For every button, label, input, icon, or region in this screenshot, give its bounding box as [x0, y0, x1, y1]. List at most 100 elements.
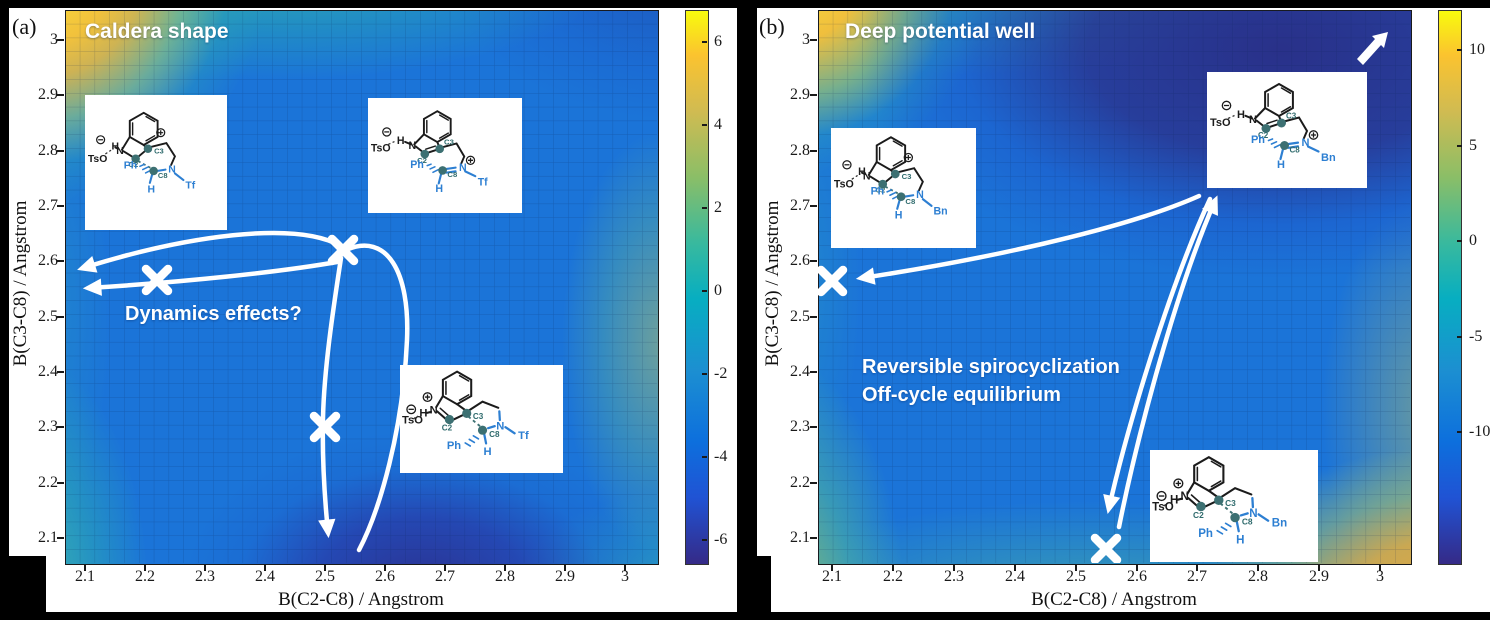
colorbar-a: [685, 10, 709, 565]
atom-label-c2: C2: [417, 156, 427, 165]
atom-label-ph: Ph: [447, 440, 461, 452]
atom-label-ph: Ph: [871, 185, 885, 197]
y-tick-label: 2.3: [38, 418, 58, 435]
plus-charge-icon: [465, 155, 476, 165]
frame-strip-middle: [737, 0, 757, 620]
tick-mark: [204, 564, 206, 571]
atom-label-c8: C8: [447, 170, 458, 179]
plus-charge-icon: [1308, 130, 1319, 140]
atom-label-c8: C8: [1290, 146, 1301, 155]
pyrrolidine-bonds: [1216, 496, 1270, 535]
panel-a-label: (a): [12, 14, 37, 39]
colorbar-tick-label: 6: [714, 33, 722, 50]
hydrogen-bond-dashed: [1163, 502, 1169, 507]
x-tick-label: 2.5: [1066, 568, 1086, 585]
pyrrolidine-bonds: [464, 410, 516, 447]
tick-mark: [144, 564, 146, 571]
ring-bonds: [1244, 107, 1309, 139]
tick-mark: [1457, 240, 1462, 242]
iminium-bonds: [426, 163, 477, 185]
atom-label-h8: H: [435, 183, 443, 195]
tick-mark: [831, 564, 833, 571]
tick-mark: [1136, 564, 1138, 571]
stationary-point-marker: [818, 265, 848, 297]
atom-label-substituent: Bn: [1321, 152, 1336, 164]
atom-label-h8: H: [895, 209, 903, 221]
benzene-ring: [1193, 455, 1225, 492]
x-tick-label: 2.1: [822, 568, 842, 585]
stationary-point-markers-b: [818, 265, 1122, 563]
atom-label-c2: C2: [1258, 131, 1269, 140]
colorbar-tick-label: 0: [714, 282, 722, 299]
tick-mark: [57, 537, 64, 539]
tick-mark: [1257, 564, 1259, 571]
c3-atom-dot: [890, 169, 900, 179]
y-tick-label: 2.3: [790, 418, 810, 435]
ring-bonds: [860, 160, 924, 192]
atom-label-ph: Ph: [124, 161, 137, 172]
atom-label-amine-n: N: [1249, 508, 1257, 520]
y-tick-label: 2.6: [38, 252, 58, 269]
y-tick-label: 2.7: [38, 197, 58, 214]
molecule-inset-spiro-product-tf: TsO H N C2 C3 C8 Ph H N Tf: [400, 365, 563, 473]
atom-label-substituent: Tf: [185, 181, 195, 192]
plus-charge-icon: [903, 152, 914, 163]
atom-label-h8: H: [1236, 534, 1244, 546]
atom-label-n: N: [863, 170, 871, 182]
ring-bonds: [1176, 481, 1253, 509]
tick-mark: [57, 316, 64, 318]
c8-atom-dot: [477, 425, 488, 435]
atom-label-c3: C3: [1225, 498, 1236, 508]
atom-label-h: H: [1170, 494, 1178, 506]
arrow-to-left-lower: [82, 259, 340, 296]
atom-label-amine-n: N: [168, 164, 176, 175]
tick-mark: [624, 564, 626, 571]
atom-label-ph: Ph: [1251, 134, 1265, 146]
c2-atom-dot: [1261, 124, 1271, 133]
benzene-ring: [441, 370, 473, 406]
y-tick-label: 2.8: [790, 142, 810, 159]
x-tick-label: 2.7: [1187, 568, 1207, 585]
colorbar-tick-label: 0: [1469, 232, 1477, 249]
colorbar-tick-label: -6: [714, 531, 728, 548]
x-tick-label: 2.3: [944, 568, 964, 585]
tick-mark: [953, 564, 955, 571]
molecule-drawing: TsO H N C2 C3 C8 Ph H N Bn: [1152, 455, 1287, 546]
x-tick-label: 2.2: [135, 568, 155, 585]
tick-mark: [1196, 564, 1198, 571]
x-tick-label: 2.1: [75, 568, 95, 585]
tick-mark: [57, 260, 64, 262]
c8-atom-dot: [1230, 512, 1240, 523]
atom-label-c3: C3: [154, 147, 164, 156]
iminium-bonds: [1267, 138, 1320, 161]
y-tick-label: 2.4: [790, 363, 810, 380]
panel-b-xlabel: B(C2-C8) / Angstrom: [1031, 589, 1197, 610]
c3-atom-dot: [462, 408, 472, 418]
atom-label-c2: C2: [129, 160, 139, 169]
stationary-point-marker: [309, 411, 341, 443]
tick-mark: [1457, 49, 1462, 51]
atom-label-h8: H: [147, 184, 155, 195]
tick-mark: [57, 426, 64, 428]
y-tick-label: 2.5: [790, 308, 810, 325]
tick-mark: [1457, 145, 1462, 147]
hydrogen-bond-dashed: [1227, 114, 1235, 120]
hydrogen-bond-dashed: [851, 174, 858, 180]
atom-label-c3: C3: [473, 412, 484, 421]
atom-label-c3: C3: [444, 137, 454, 146]
aminal-bonds: [139, 163, 185, 184]
tick-mark: [702, 124, 707, 126]
tick-mark: [564, 564, 566, 571]
atom-label-c8: C8: [158, 171, 168, 180]
atom-label-substituent: Tf: [518, 430, 529, 442]
tick-mark: [810, 371, 817, 373]
panel-b-label: (b): [759, 14, 785, 39]
stationary-point-marker: [141, 264, 173, 296]
c3-atom-dot: [435, 144, 445, 154]
colorbar-tick-label: 4: [714, 116, 722, 133]
c2-atom-dot: [444, 414, 454, 425]
tick-mark: [702, 290, 707, 292]
minus-charge-icon: [382, 127, 392, 137]
tick-mark: [504, 564, 506, 571]
